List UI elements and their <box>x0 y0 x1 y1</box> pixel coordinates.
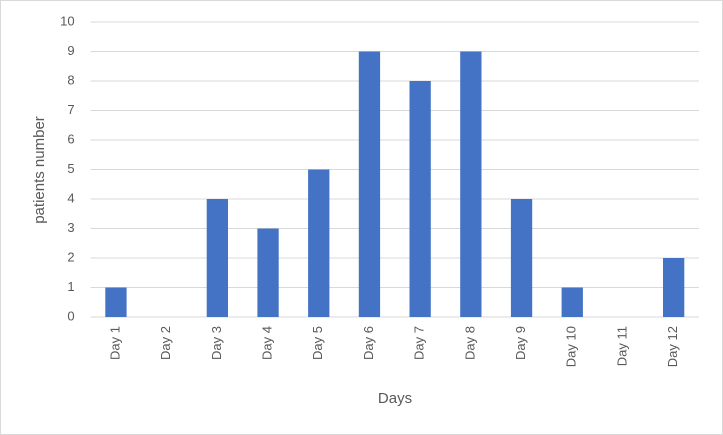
y-tick-label: 2 <box>67 249 74 264</box>
y-tick-label: 9 <box>67 43 74 58</box>
x-tick-label: Day 8 <box>462 326 477 360</box>
bar <box>308 169 330 317</box>
bar <box>257 228 279 317</box>
y-tick-label: 8 <box>67 72 74 87</box>
y-tick-label: 0 <box>67 308 74 323</box>
x-tick-label: Day 1 <box>107 326 122 360</box>
y-tick-label: 1 <box>67 279 74 294</box>
bar <box>206 199 228 317</box>
x-tick-label: Day 11 <box>614 326 629 366</box>
x-tick-label: Day 5 <box>310 326 325 360</box>
bar <box>561 287 583 317</box>
x-tick-label: Day 12 <box>665 326 680 367</box>
bar <box>358 51 381 317</box>
x-axis-title: Days <box>378 390 412 407</box>
y-tick-label: 7 <box>67 102 74 117</box>
y-tick-label: 4 <box>67 190 74 205</box>
y-tick-label: 5 <box>67 161 74 176</box>
x-tick-label: Day 6 <box>361 326 376 360</box>
x-tick-label: Day 10 <box>564 326 579 367</box>
bar <box>510 199 533 317</box>
x-tick-label: Day 3 <box>209 326 224 360</box>
y-tick-label: 10 <box>60 13 74 28</box>
bar <box>409 81 431 317</box>
x-tick-label: Day 4 <box>259 326 274 360</box>
y-tick-label: 6 <box>67 131 74 146</box>
y-axis-title: patients number <box>31 116 48 224</box>
bar <box>663 258 685 317</box>
x-tick-label: Day 9 <box>513 326 528 360</box>
y-tick-label: 3 <box>67 220 74 235</box>
x-tick-label: Day 2 <box>158 326 173 360</box>
bar <box>460 51 482 317</box>
bar <box>105 287 127 317</box>
x-tick-label: Day 7 <box>412 326 427 360</box>
